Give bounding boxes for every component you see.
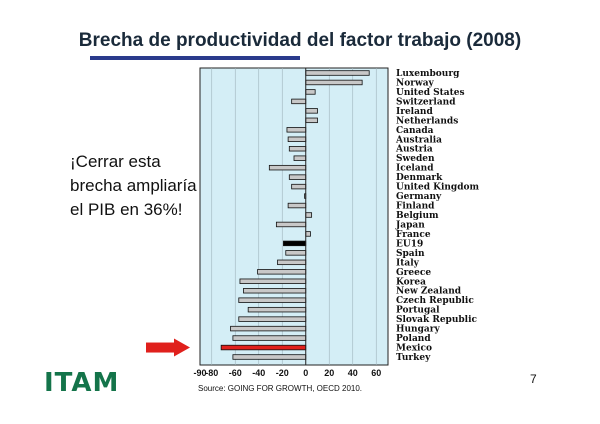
country-label: Slovak Republic: [396, 315, 478, 325]
country-label: Austria: [395, 145, 433, 155]
bar: [285, 250, 307, 256]
page-number: 7: [530, 372, 537, 386]
country-label: Iceland: [396, 164, 434, 174]
bar: [275, 221, 307, 228]
bar: [268, 164, 307, 171]
x-axis-ticks: -90-80 -60 -40 -20 0 20 40 60: [193, 368, 381, 378]
country-label: Portugal: [396, 306, 440, 316]
country-label: Belgium: [396, 211, 439, 221]
bar: [283, 240, 307, 247]
country-label: Spain: [396, 249, 425, 259]
x-tick-label: 20: [324, 368, 334, 378]
x-tick-label: -60: [229, 368, 242, 378]
country-label: Hungary: [396, 325, 440, 335]
bar: [277, 259, 307, 266]
x-tick-label: -90: [193, 368, 206, 378]
country-label: Sweden: [396, 154, 435, 164]
bar: [305, 231, 311, 237]
country-label: Italy: [396, 258, 420, 268]
country-label: Finland: [396, 202, 435, 212]
bar: [239, 278, 307, 284]
slide-title: Brecha de productividad del factor traba…: [78, 30, 522, 51]
plot-area: [199, 67, 389, 366]
x-tick-label: 40: [348, 368, 358, 378]
country-label: Czech Republic: [396, 296, 474, 306]
bar: [288, 146, 307, 152]
bar: [305, 212, 313, 218]
country-label: United Kingdom: [396, 183, 479, 193]
bar: [220, 344, 307, 351]
country-label: France: [396, 230, 431, 240]
country-label: Norway: [396, 78, 435, 88]
country-label: Netherlands: [396, 116, 458, 126]
country-label: United States: [396, 88, 465, 98]
title-underline: [90, 56, 300, 60]
country-label: Mexico: [396, 344, 432, 354]
bar: [230, 325, 307, 332]
country-label: EU19: [396, 239, 423, 249]
country-label: Luxembourg: [396, 69, 460, 79]
bar: [257, 269, 307, 275]
x-tick-label: -40: [252, 368, 265, 378]
source-note: Source: GOING FOR GROWTH, OECD 2010.: [198, 384, 363, 393]
country-label: Australia: [395, 135, 442, 145]
country-label: Turkey: [396, 353, 431, 363]
x-tick-label: -80: [205, 368, 218, 378]
bar: [287, 202, 307, 209]
x-tick-label: 60: [371, 368, 381, 378]
country-label: New Zealand: [396, 287, 462, 297]
bar: [238, 316, 307, 322]
country-label: Switzerland: [396, 97, 456, 107]
bar: [293, 155, 307, 161]
bar: [288, 174, 307, 180]
bar: [305, 89, 316, 95]
bar: [238, 297, 307, 303]
bar: [291, 183, 307, 190]
country-label: Germany: [396, 192, 442, 202]
x-tick-label: -20: [276, 368, 289, 378]
country-label: Japan: [395, 220, 425, 230]
bar: [305, 108, 318, 114]
bar: [232, 335, 307, 341]
itam-logo: ITAM: [44, 368, 120, 398]
country-label: Denmark: [396, 173, 443, 183]
bar: [305, 117, 318, 124]
bars: [220, 70, 370, 360]
bar: [232, 354, 307, 360]
country-label: Ireland: [396, 107, 433, 117]
bar: [287, 136, 307, 142]
country-label: Canada: [396, 126, 434, 136]
country-label: Greece: [396, 268, 431, 278]
x-tick-label: 0: [303, 368, 308, 378]
bar: [243, 288, 307, 294]
bar: [305, 79, 363, 86]
bar: [291, 98, 307, 105]
callout-text: ¡Cerrar esta brecha ampliaría el PIB en …: [70, 152, 197, 219]
country-label: Poland: [396, 334, 431, 344]
bar: [286, 127, 307, 133]
bar: [247, 306, 307, 313]
country-label: Korea: [396, 277, 426, 287]
grid: [211, 68, 377, 365]
bar: [305, 70, 370, 76]
mexico-pointer-arrow-icon: [146, 338, 190, 357]
